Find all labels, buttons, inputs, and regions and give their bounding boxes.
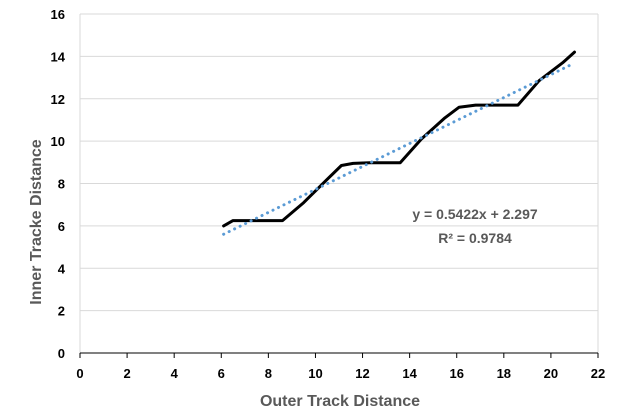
x-tick-label-0: 0 xyxy=(76,366,83,381)
x-tick-label-20: 20 xyxy=(544,366,558,381)
x-tick-label-14: 14 xyxy=(402,366,417,381)
y-tick-label-8: 8 xyxy=(58,177,65,192)
x-tick-label-18: 18 xyxy=(497,366,511,381)
y-tick-label-12: 12 xyxy=(51,92,65,107)
x-tick-label-22: 22 xyxy=(591,366,605,381)
y-tick-label-6: 6 xyxy=(58,219,65,234)
x-tick-label-16: 16 xyxy=(449,366,463,381)
y-tick-label-0: 0 xyxy=(58,346,65,361)
r-squared-label: R² = 0.9784 xyxy=(438,230,512,246)
tick-labels: 0 2 4 6 8 10 12 14 16 18 20 22 0 2 4 6 8 10 12 14 16 xyxy=(51,7,606,381)
x-tick-label-12: 12 xyxy=(355,366,369,381)
x-tick-label-8: 8 xyxy=(265,366,272,381)
y-tick-label-10: 10 xyxy=(51,134,65,149)
trendline-equation: y = 0.5422x + 2.297 xyxy=(412,206,538,222)
y-tick-label-14: 14 xyxy=(51,49,66,64)
data-series xyxy=(222,50,576,236)
axes xyxy=(79,14,599,358)
x-tick-label-6: 6 xyxy=(218,366,225,381)
grid-lines xyxy=(80,13,598,312)
x-tick-label-2: 2 xyxy=(123,366,130,381)
x-axis-title: Outer Track Distance xyxy=(260,393,420,410)
x-tick-label-10: 10 xyxy=(308,366,322,381)
x-tick-label-4: 4 xyxy=(171,366,179,381)
y-tick-label-2: 2 xyxy=(58,304,65,319)
series-line-measured xyxy=(222,50,576,228)
y-tick-label-4: 4 xyxy=(58,261,66,276)
y-axis-title: Inner Tracke Distance xyxy=(28,139,45,305)
y-tick-label-16: 16 xyxy=(51,7,65,22)
trendline xyxy=(222,61,576,236)
